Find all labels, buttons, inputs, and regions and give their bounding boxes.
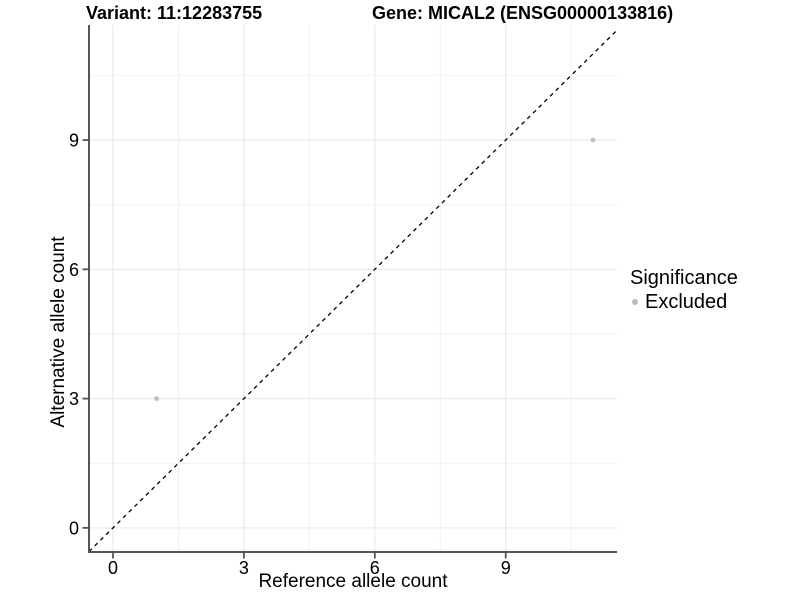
legend-item-excluded: Excluded bbox=[630, 290, 738, 314]
legend: Significance Excluded bbox=[630, 266, 738, 314]
variant-title: Variant: 11:12283755 bbox=[86, 3, 263, 23]
identity-line bbox=[88, 29, 618, 553]
x-tick-label: 3 bbox=[239, 558, 249, 578]
legend-item-label: Excluded bbox=[645, 291, 728, 313]
y-tick-label: 6 bbox=[69, 260, 79, 280]
legend-key-dot-icon bbox=[632, 299, 638, 305]
data-point bbox=[154, 396, 160, 401]
legend-title: Significance bbox=[630, 267, 738, 289]
x-tick-label: 9 bbox=[501, 558, 511, 578]
y-tick-label: 9 bbox=[69, 131, 79, 151]
y-axis-title: Alternative allele count bbox=[48, 236, 69, 428]
data-point bbox=[590, 137, 596, 143]
x-axis-title: Reference allele count bbox=[258, 571, 448, 592]
x-tick-label: 0 bbox=[108, 558, 118, 578]
x-tick-label: 6 bbox=[370, 558, 380, 578]
y-tick-label: 0 bbox=[69, 518, 79, 538]
gene-title: Gene: MICAL2 (ENSG00000133816) bbox=[372, 3, 674, 23]
y-tick-label: 3 bbox=[69, 389, 79, 409]
